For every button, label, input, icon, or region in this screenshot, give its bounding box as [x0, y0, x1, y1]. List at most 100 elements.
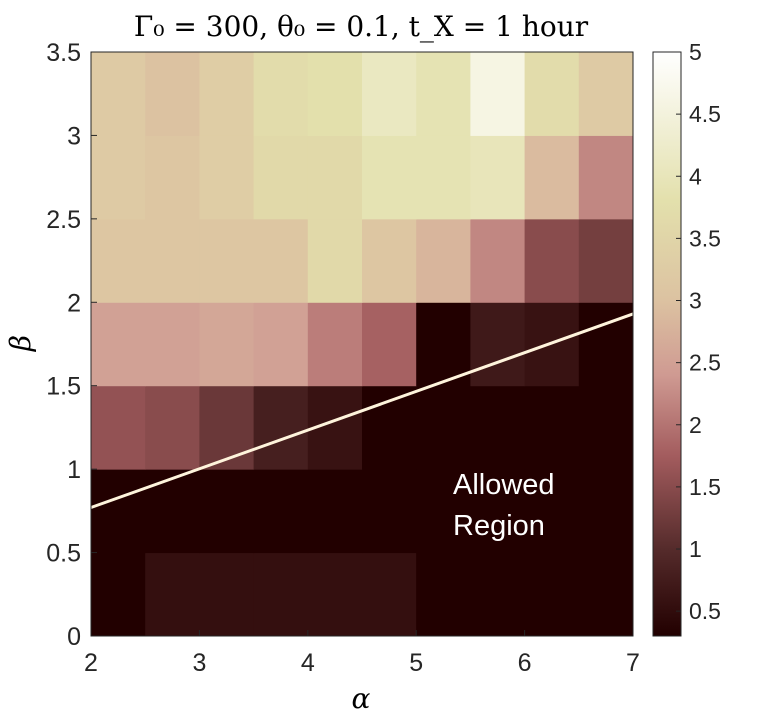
heatmap-cell — [578, 302, 634, 387]
annotation-allowed: Allowed — [453, 469, 555, 501]
heatmap-cell — [91, 218, 146, 303]
heatmap-cell — [145, 302, 200, 387]
y-tick-label: 3 — [67, 122, 81, 150]
y-tick-label: 2.5 — [46, 206, 81, 234]
x-tick-label: 3 — [192, 649, 206, 677]
colorbar-tick-label: 4.5 — [689, 101, 721, 127]
y-tick-label: 0 — [67, 623, 81, 651]
heatmap-cell — [578, 52, 634, 136]
annotation-region: Region — [453, 510, 545, 542]
heatmap-cell — [253, 385, 309, 470]
heatmap-cell — [362, 552, 417, 637]
x-tick-label: 5 — [409, 649, 423, 677]
x-tick-label: 2 — [84, 649, 98, 677]
heatmap-cell — [578, 135, 634, 220]
heatmap-cell — [199, 218, 255, 303]
heatmap-cell — [416, 385, 471, 470]
colorbar-tick-label: 2.5 — [689, 350, 721, 376]
heatmap-cell — [362, 385, 417, 470]
heatmap-cell — [145, 552, 200, 637]
heatmap-cell — [199, 385, 255, 470]
heatmap-cell — [524, 135, 580, 220]
heatmap-cell — [199, 469, 255, 554]
heatmap-cell — [307, 135, 363, 220]
heatmap-cell — [362, 52, 417, 136]
allowed-region-boundary-line — [90, 312, 634, 509]
x-axis-ticks: 2 3 4 5 6 7 — [84, 630, 640, 677]
y-tick-label: 1.5 — [46, 373, 81, 401]
heatmap-cell — [578, 469, 634, 554]
heatmap-cell — [416, 302, 471, 387]
heatmap-cell — [307, 218, 363, 303]
colorbar-tick-label: 3 — [689, 288, 702, 314]
y-tick-label: 1 — [67, 456, 81, 484]
heatmap-cell — [253, 52, 309, 136]
heatmap-cell — [578, 218, 634, 303]
heatmap-cell — [253, 552, 309, 637]
plot-area-frame — [90, 51, 634, 637]
colorbar-tick-label: 4 — [689, 163, 702, 189]
heatmap-cell — [307, 552, 363, 637]
colorbar — [652, 51, 682, 637]
y-tick-label: 0.5 — [46, 540, 81, 568]
heatmap-cell — [253, 218, 309, 303]
heatmap-cell — [145, 218, 200, 303]
heatmap-cell — [199, 552, 255, 637]
heatmap-cell — [362, 302, 417, 387]
heatmap-cell — [524, 385, 580, 470]
heatmap-cell — [91, 469, 146, 554]
heatmap-cell — [145, 469, 200, 554]
heatmap-cell — [578, 385, 634, 470]
colorbar-tick-label: 5 — [689, 39, 702, 65]
colorbar-tick-label: 2 — [689, 412, 702, 438]
heatmap-cell — [307, 302, 363, 387]
heatmap-cell — [578, 552, 634, 637]
heatmap-cell — [253, 302, 309, 387]
y-tick-label: 3.5 — [46, 39, 81, 67]
heatmap-cell — [470, 469, 526, 554]
heatmap-cell — [416, 135, 471, 220]
colorbar-tick-label: 1 — [689, 536, 702, 562]
heatmap-cell — [470, 52, 526, 136]
heatmap-cell — [362, 135, 417, 220]
colorbar-tick-label: 0.5 — [689, 598, 721, 624]
heatmap-cell — [145, 52, 200, 136]
heatmap-cell — [253, 469, 309, 554]
colorbar-tick-label: 3.5 — [689, 225, 721, 251]
y-axis-ticks: 0 0.5 1 1.5 2 2.5 3 3.5 — [46, 39, 97, 651]
heatmap-cell — [199, 302, 255, 387]
heatmap-cell — [145, 385, 200, 470]
chart-title: Γ₀ = 300, θ₀ = 0.1, t_X = 1 hour — [134, 10, 589, 43]
x-tick-label: 7 — [626, 649, 640, 677]
y-axis-label: β — [4, 335, 37, 352]
heatmap-cell — [307, 469, 363, 554]
heatmap-cell — [416, 469, 471, 554]
heatmap-cell — [416, 552, 471, 637]
heatmap-cell — [416, 52, 471, 136]
heatmap-cell — [91, 52, 146, 136]
heatmap-cell — [416, 218, 471, 303]
heatmap-cell — [524, 469, 580, 554]
heatmap-cell — [91, 135, 146, 220]
heatmap-cell — [362, 218, 417, 303]
heatmap-cell — [524, 218, 580, 303]
heatmap-cell — [470, 552, 526, 637]
heatmap-cell — [307, 52, 363, 136]
heatmap-cell — [91, 302, 146, 387]
heatmap-cell — [199, 52, 255, 136]
heatmap-cell — [470, 302, 526, 387]
heatmap-cell — [362, 469, 417, 554]
y-tick-label: 2 — [67, 289, 81, 317]
heatmap-cell — [253, 135, 309, 220]
x-tick-label: 6 — [518, 649, 532, 677]
heatmap-cell — [470, 135, 526, 220]
heatmap-cell — [470, 218, 526, 303]
heatmap-cell — [524, 552, 580, 637]
colorbar-ticks: 0.5 1 1.5 2 2.5 3 3.5 4 4.5 5 — [676, 39, 721, 624]
heatmap-cell — [524, 52, 580, 136]
colorbar-tick-label: 1.5 — [689, 474, 721, 500]
heatmap-cell — [145, 135, 200, 220]
x-axis-label: α — [352, 682, 371, 715]
heatmap-cell — [470, 385, 526, 470]
